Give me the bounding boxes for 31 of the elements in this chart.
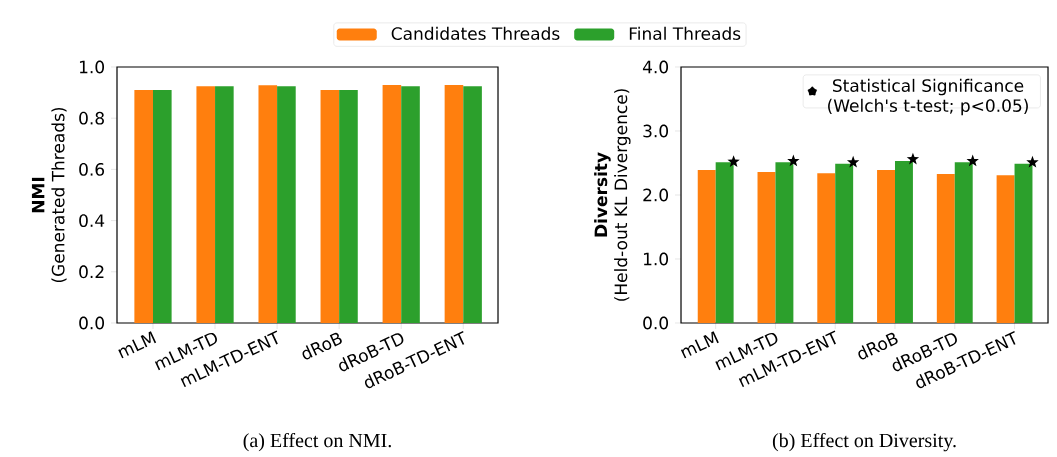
bar bbox=[817, 173, 836, 323]
bar bbox=[835, 163, 854, 323]
bar bbox=[775, 162, 794, 323]
y-tick-label: 0.2 bbox=[79, 265, 104, 279]
y-tick-label: 3.0 bbox=[643, 124, 669, 138]
y-tick-label: 2.0 bbox=[643, 188, 669, 202]
y-tick-label: 0.8 bbox=[79, 111, 104, 125]
y-axis-title: Diversity (Held-out KL Divergence) bbox=[594, 89, 631, 301]
bar bbox=[954, 162, 973, 323]
y-tick-label: 0.0 bbox=[79, 316, 104, 330]
bar bbox=[894, 161, 913, 323]
y-tick-label: 0.0 bbox=[643, 316, 669, 330]
y-axis-title: NMI (Generated Threads) bbox=[31, 107, 67, 283]
bar bbox=[877, 170, 895, 323]
bar bbox=[1014, 163, 1033, 323]
bar bbox=[715, 162, 734, 323]
text: (b) Effect on Diversity. bbox=[772, 432, 956, 452]
y-tick-label: 1.0 bbox=[643, 252, 669, 266]
legend-label: Statistical Significance (Welch's t-test; p<0.05) bbox=[828, 78, 1028, 116]
bar bbox=[757, 171, 776, 323]
bar bbox=[996, 175, 1015, 323]
y-tick-label: 0.4 bbox=[79, 214, 105, 228]
x-tick-label: mLM bbox=[118, 331, 157, 359]
y-tick-label: 1.0 bbox=[79, 60, 104, 74]
bar bbox=[697, 170, 716, 323]
y-tick-label: 4.0 bbox=[642, 60, 669, 74]
bar bbox=[936, 173, 955, 323]
text: (a) Effect on NMI. bbox=[243, 432, 391, 452]
y-tick-label: 0.6 bbox=[79, 162, 105, 176]
legend-label: Final Threads bbox=[629, 26, 741, 41]
legend-label: Candidates Threads bbox=[391, 26, 560, 41]
